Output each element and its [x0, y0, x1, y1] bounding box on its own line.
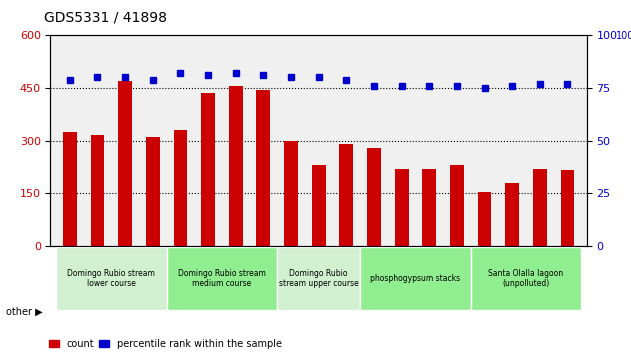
Bar	[146, 137, 160, 246]
Bar	[560, 170, 574, 246]
Bar	[63, 132, 77, 246]
Bar	[312, 165, 326, 246]
Text: Domingo Rubio stream
medium course: Domingo Rubio stream medium course	[178, 269, 266, 289]
Bar	[478, 193, 492, 246]
Bar	[229, 86, 243, 246]
Bar	[533, 169, 546, 246]
Bar	[505, 183, 519, 246]
Bar	[118, 81, 132, 246]
FancyBboxPatch shape	[471, 247, 581, 310]
Bar	[450, 165, 464, 246]
Bar	[367, 148, 381, 246]
Bar	[174, 130, 187, 246]
FancyBboxPatch shape	[167, 247, 277, 310]
FancyBboxPatch shape	[360, 247, 471, 310]
Text: Domingo Rubio
stream upper course: Domingo Rubio stream upper course	[279, 269, 358, 289]
Bar	[91, 135, 104, 246]
Text: other ▶: other ▶	[6, 307, 43, 316]
Text: Domingo Rubio stream
lower course: Domingo Rubio stream lower course	[68, 269, 155, 289]
Text: phosphogypsum stacks: phosphogypsum stacks	[370, 274, 461, 283]
Bar	[339, 144, 353, 246]
FancyBboxPatch shape	[277, 247, 360, 310]
Y-axis label: 100%: 100%	[616, 31, 631, 41]
Legend: count, percentile rank within the sample: count, percentile rank within the sample	[49, 339, 281, 349]
Text: Santa Olalla lagoon
(unpolluted): Santa Olalla lagoon (unpolluted)	[488, 269, 563, 289]
Bar	[394, 169, 408, 246]
FancyBboxPatch shape	[56, 247, 167, 310]
Text: GDS5331 / 41898: GDS5331 / 41898	[44, 11, 167, 25]
Bar	[422, 169, 436, 246]
Bar	[256, 90, 270, 246]
Bar	[284, 141, 298, 246]
Bar	[201, 93, 215, 246]
